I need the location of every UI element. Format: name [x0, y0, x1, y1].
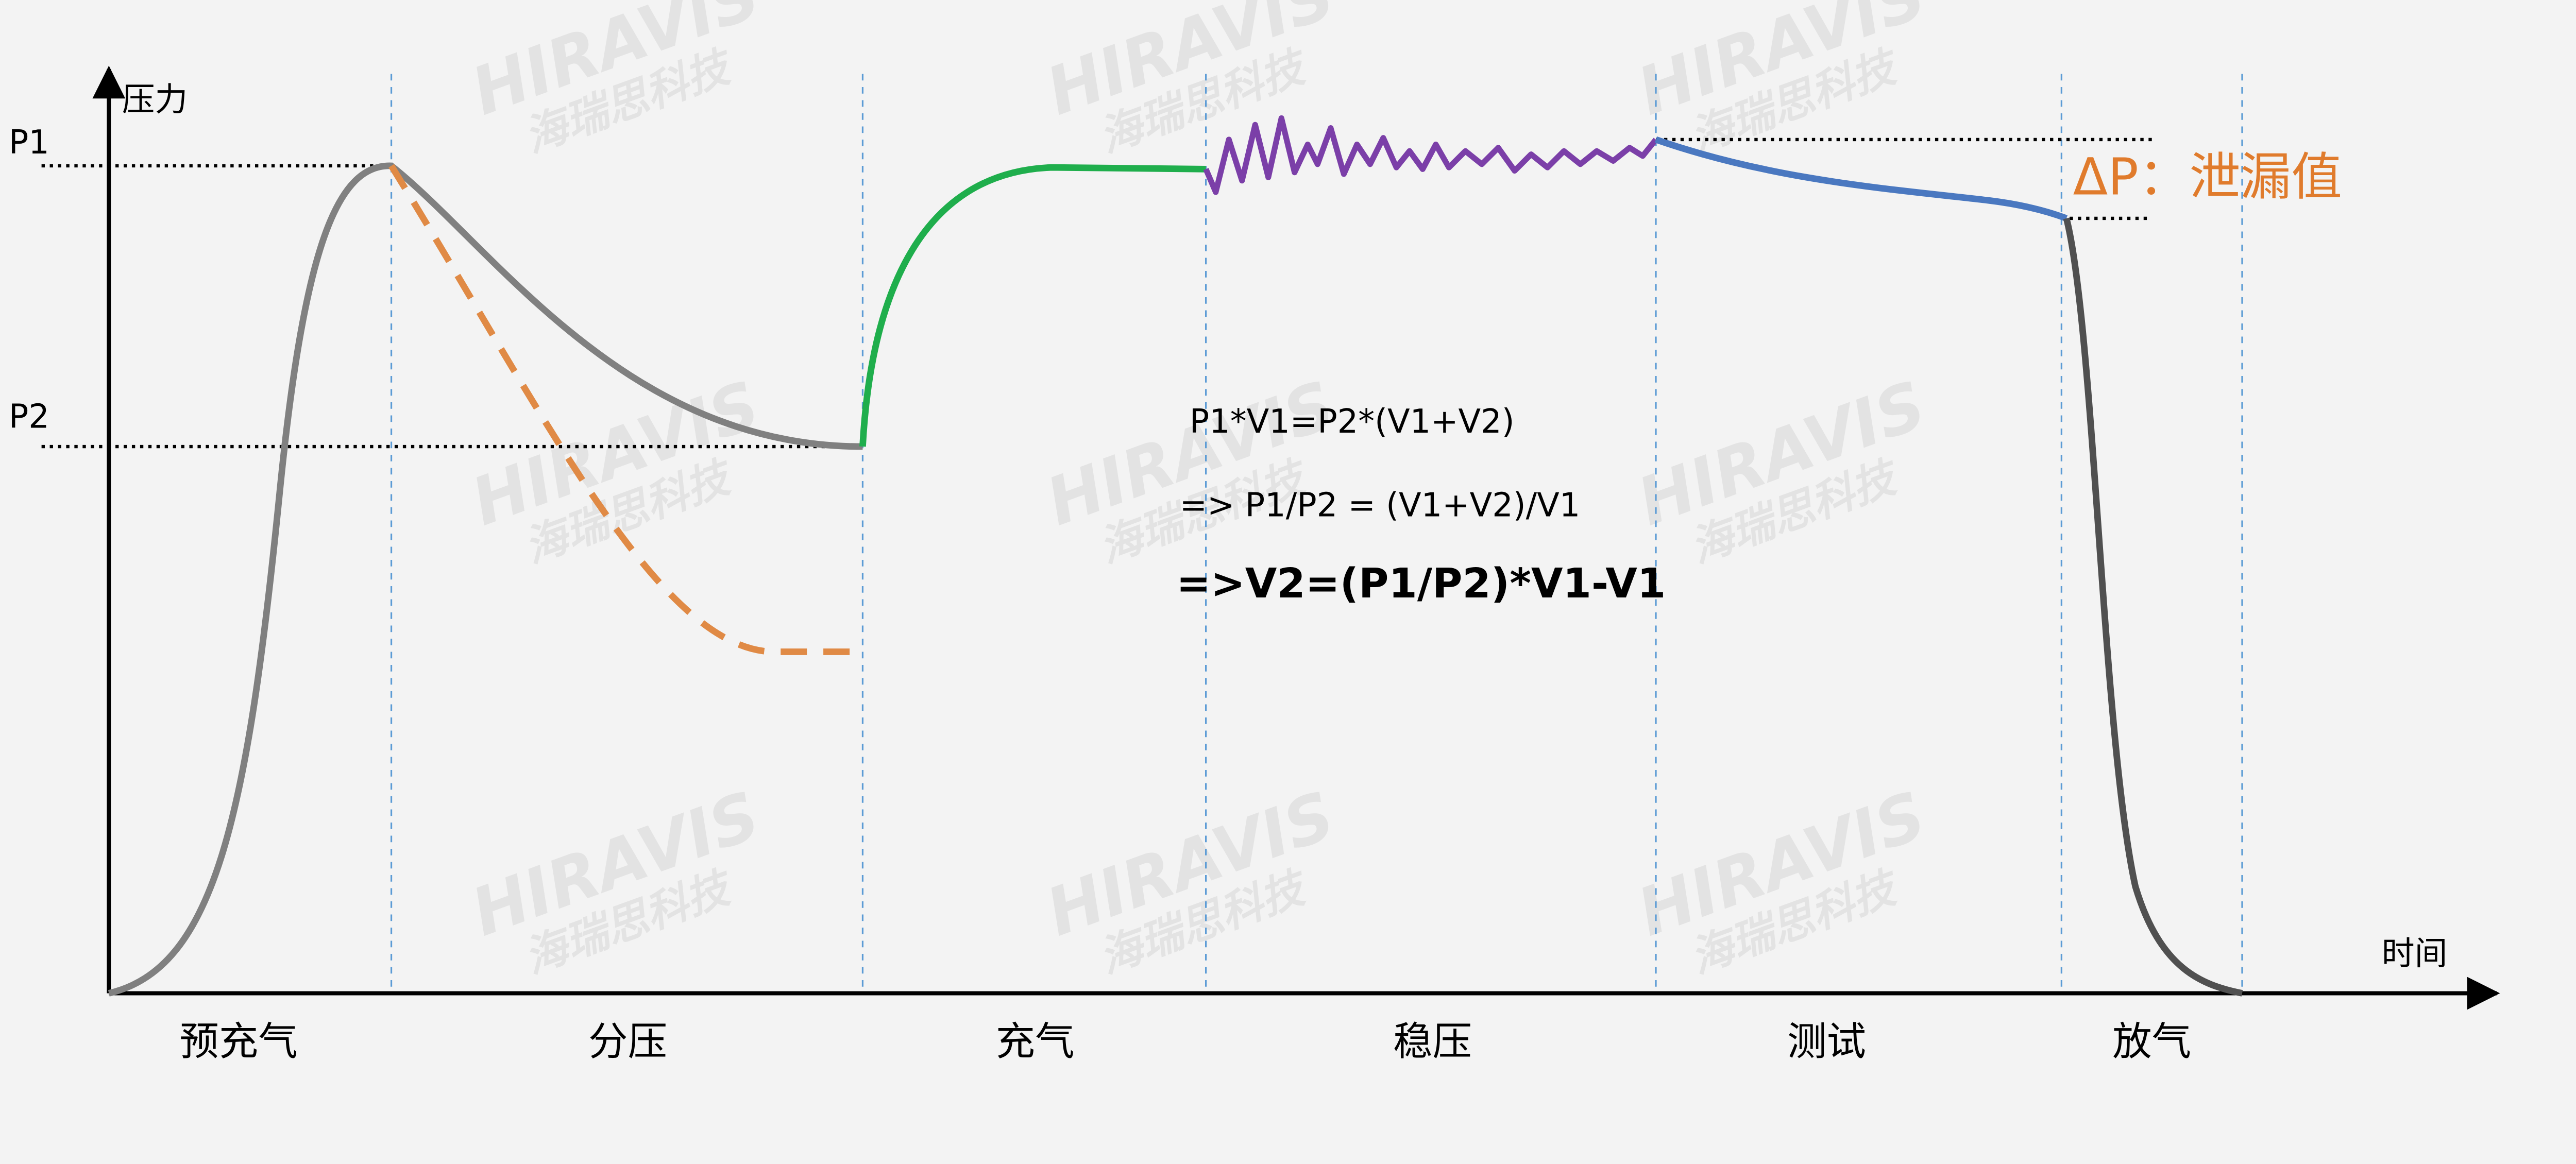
- precharge-curve: [108, 162, 863, 997]
- x-axis-label: 时间: [2382, 935, 2448, 973]
- equation-result: =>V2=(P1/P2)*V1-V1: [1176, 559, 1666, 607]
- phase-label: 充气: [996, 1019, 1075, 1065]
- p2-label: P2: [9, 398, 49, 436]
- stabilize-curve: [1203, 115, 1658, 195]
- phase-label: 稳压: [1393, 1019, 1472, 1065]
- test-curve: [1654, 136, 2068, 221]
- phase-label: 分压: [588, 1019, 667, 1065]
- p1-label: P1: [9, 124, 49, 162]
- leak-label: ΔP：泄漏值: [2073, 147, 2342, 207]
- level-lines: [41, 138, 2152, 449]
- equation: P1*V1=P2*(V1+V2): [1190, 403, 1515, 441]
- equation: => P1/P2 = (V1+V2)/V1: [1180, 487, 1581, 525]
- phase-dividers: [390, 74, 2243, 994]
- phase-label: 测试: [1787, 1019, 1866, 1065]
- phase-labels: 预充气 分压 充气 稳压 测试 放气: [179, 1019, 2191, 1065]
- y-axis-label: 压力: [122, 81, 188, 119]
- phase-label: 放气: [2112, 1019, 2191, 1065]
- charge-curve: [859, 164, 1206, 447]
- discharge-curve: [2063, 217, 2243, 997]
- leak-split-curve: [388, 164, 863, 655]
- phase-label: 预充气: [179, 1019, 297, 1065]
